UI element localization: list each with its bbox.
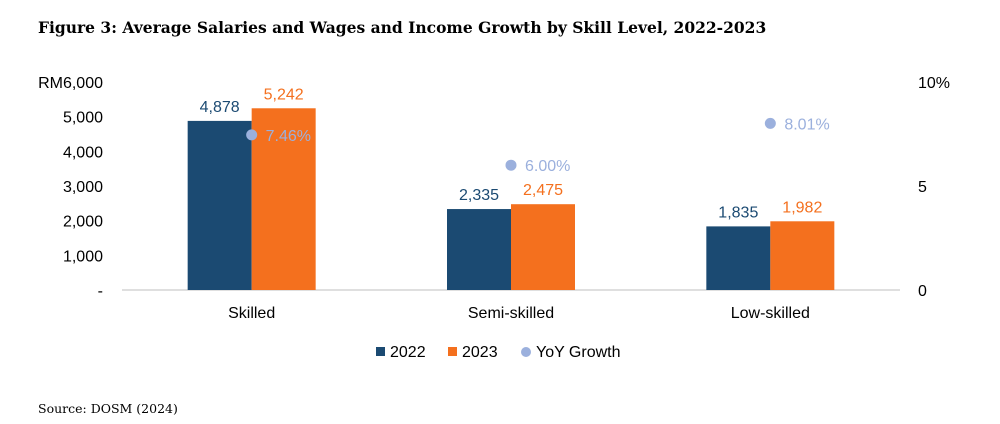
bar-2023 bbox=[511, 204, 575, 290]
left-axis-tick: 1,000 bbox=[63, 248, 103, 265]
chart-title: Figure 3: Average Salaries and Wages and… bbox=[38, 18, 767, 37]
category-label: Semi-skilled bbox=[468, 305, 554, 322]
legend-label-2022: 2022 bbox=[390, 344, 426, 361]
bar-2023 bbox=[251, 108, 316, 290]
right-axis-tick: 5 bbox=[918, 179, 927, 196]
left-axis-tick: 4,000 bbox=[63, 144, 103, 161]
legend-label-2023: 2023 bbox=[462, 344, 498, 361]
growth-label: 6.00% bbox=[525, 158, 570, 175]
growth-point bbox=[764, 117, 776, 129]
right-axis-tick: 10% bbox=[918, 75, 950, 92]
right-axis-tick: 0 bbox=[918, 283, 927, 300]
legend-marker-growth bbox=[521, 347, 531, 357]
bar-2022 bbox=[187, 120, 252, 291]
growth-point bbox=[505, 159, 517, 171]
left-axis-tick: - bbox=[98, 283, 103, 300]
left-axis-tick: 3,000 bbox=[63, 179, 103, 196]
bar-2022 bbox=[706, 226, 771, 290]
data-label-2022: 4,878 bbox=[200, 99, 240, 116]
data-label-2023: 5,242 bbox=[264, 86, 304, 103]
legend-label-growth: YoY Growth bbox=[536, 344, 621, 361]
category-label: Skilled bbox=[228, 305, 275, 322]
left-axis-tick: RM6,000 bbox=[38, 75, 103, 92]
legend-marker-2022 bbox=[376, 347, 385, 356]
category-label: Low-skilled bbox=[731, 305, 810, 322]
growth-label: 7.46% bbox=[266, 128, 311, 145]
legend-marker-2023 bbox=[448, 347, 457, 356]
source-note: Source: DOSM (2024) bbox=[38, 401, 178, 416]
data-label-2022: 2,335 bbox=[459, 187, 499, 204]
bar-2022 bbox=[447, 209, 511, 290]
left-axis-tick: 5,000 bbox=[63, 110, 103, 127]
growth-label: 8.01% bbox=[784, 116, 829, 133]
data-label-2022: 1,835 bbox=[718, 204, 758, 221]
bar-2023 bbox=[770, 221, 835, 290]
growth-point bbox=[246, 129, 258, 141]
data-label-2023: 1,982 bbox=[782, 199, 822, 216]
data-label-2023: 2,475 bbox=[523, 182, 563, 199]
left-axis-tick: 2,000 bbox=[63, 214, 103, 231]
